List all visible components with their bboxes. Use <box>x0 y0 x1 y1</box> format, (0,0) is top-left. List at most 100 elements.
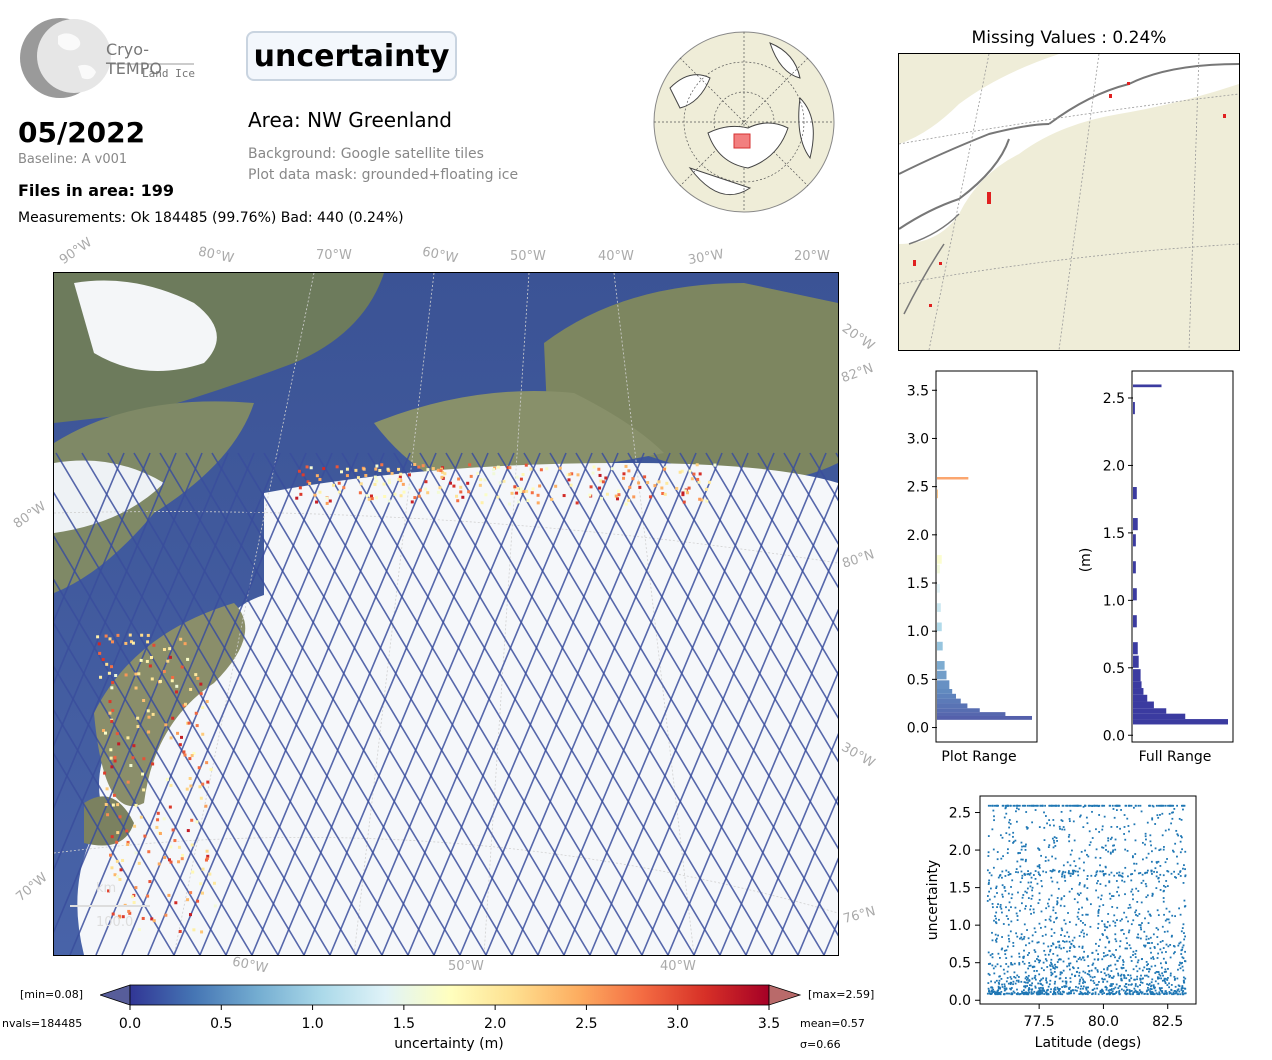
scatter-point <box>996 906 998 908</box>
scatter-point <box>1012 804 1015 807</box>
scatter-point <box>1049 824 1051 827</box>
scatter-point <box>1136 936 1139 939</box>
edge-point <box>299 492 303 496</box>
scatter-point <box>1043 993 1046 995</box>
scatter-point <box>1130 890 1133 893</box>
scatter-point <box>1050 958 1053 961</box>
track-line <box>95 452 307 955</box>
hist-bar <box>937 622 942 632</box>
scatter-point <box>1105 974 1108 977</box>
scatter-point <box>1159 962 1162 965</box>
scatter-point <box>993 819 995 822</box>
scatter-point <box>1093 982 1096 984</box>
scatter-point <box>1086 933 1088 936</box>
scatter-point <box>1008 992 1010 995</box>
scatter-point <box>1013 991 1016 994</box>
hist-bar <box>937 689 953 694</box>
scatter-point <box>1176 855 1178 858</box>
scatter-point <box>1107 989 1110 992</box>
track-line <box>121 452 333 955</box>
edge-point <box>112 793 116 797</box>
edge-point <box>436 468 440 472</box>
scatter-point <box>1125 993 1128 996</box>
scatter-point <box>1069 864 1072 867</box>
scatter-point <box>1172 804 1175 807</box>
scatter-point <box>1113 914 1116 917</box>
scatter-point <box>1027 937 1030 940</box>
colorbar: 0.0 0.5 1.0 1.5 2.0 2.5 3.0 3.5 uncertainty (m) <box>100 984 802 1052</box>
scatter-point <box>1087 855 1090 858</box>
scatter-point <box>1120 979 1123 982</box>
scatter-point <box>1121 872 1124 875</box>
logo-name: Cryo-TEMPO <box>106 40 162 78</box>
scatter-point <box>1028 987 1031 989</box>
scatter-point <box>1147 988 1150 991</box>
scatter-point <box>1057 940 1059 943</box>
scatter-point <box>1059 827 1061 830</box>
scatter-point <box>1109 974 1111 977</box>
scatter-point <box>1033 970 1036 972</box>
scatter-point <box>1082 987 1084 990</box>
edge-point <box>393 492 397 496</box>
edge-point <box>628 485 632 489</box>
scatter-point <box>1096 987 1099 990</box>
scatter-point <box>1051 880 1054 883</box>
scatter-point <box>1105 986 1108 989</box>
scatter-point <box>1053 839 1055 842</box>
scatter-point <box>1167 870 1170 873</box>
background-label: Background: Google satellite tiles <box>248 146 484 162</box>
left-label-80w: 80°W <box>10 499 49 532</box>
scatter-point <box>1025 891 1028 894</box>
scatter-point <box>1151 818 1154 821</box>
hist-full-range-frame <box>1131 370 1234 743</box>
edge-point <box>137 672 141 676</box>
scatter-point <box>1163 979 1166 982</box>
scatter-point <box>1081 992 1084 995</box>
scatter-point <box>1041 991 1044 993</box>
edge-point <box>424 480 428 484</box>
scatter-point <box>1024 986 1027 989</box>
scatter-point <box>1124 990 1127 993</box>
cbar-sigma: σ=0.66 <box>800 1038 841 1051</box>
scatter-point <box>1167 804 1169 807</box>
scatter-point <box>1172 952 1175 955</box>
scatter-point <box>1114 804 1117 807</box>
scatter-point <box>1069 947 1071 949</box>
scatter-point <box>1086 973 1089 975</box>
scatter-point <box>1111 895 1113 897</box>
edge-point <box>127 909 131 913</box>
scatter-point <box>1017 808 1020 811</box>
edge-point <box>374 496 378 500</box>
scatter-point <box>1019 865 1022 868</box>
scatter-point <box>1072 870 1075 873</box>
scatter-point <box>1005 869 1008 872</box>
scatter-point <box>1154 986 1156 989</box>
edge-point <box>162 669 166 673</box>
edge-point <box>201 782 205 786</box>
scatter-point <box>1150 957 1153 960</box>
scatter-point <box>1106 920 1109 923</box>
scatter-point <box>1132 954 1134 956</box>
logo: Cryo-TEMPO Land Ice <box>18 16 198 100</box>
scatter-point <box>1106 980 1109 983</box>
scatter-point <box>1038 826 1041 828</box>
scatter-point <box>1102 846 1105 849</box>
edge-point <box>97 642 101 646</box>
bottom-label-50w: 50°W <box>448 959 484 974</box>
edge-point <box>126 780 130 784</box>
edge-point <box>145 659 149 663</box>
edge-point <box>124 673 128 677</box>
hist-tick-label: 1.5 <box>907 576 929 592</box>
scatter-point <box>1023 949 1025 952</box>
scatter-point <box>1088 970 1091 972</box>
scatter-point <box>988 871 991 874</box>
edge-point <box>171 676 175 680</box>
edge-point <box>183 753 187 757</box>
scatter-point <box>1025 858 1027 861</box>
scatter-point <box>1168 812 1171 815</box>
scatter-point <box>1144 974 1146 977</box>
scatter-point <box>1148 970 1150 973</box>
scatter-point <box>1123 826 1126 828</box>
scatter-point <box>1085 816 1088 819</box>
scatter-point <box>1141 981 1144 984</box>
